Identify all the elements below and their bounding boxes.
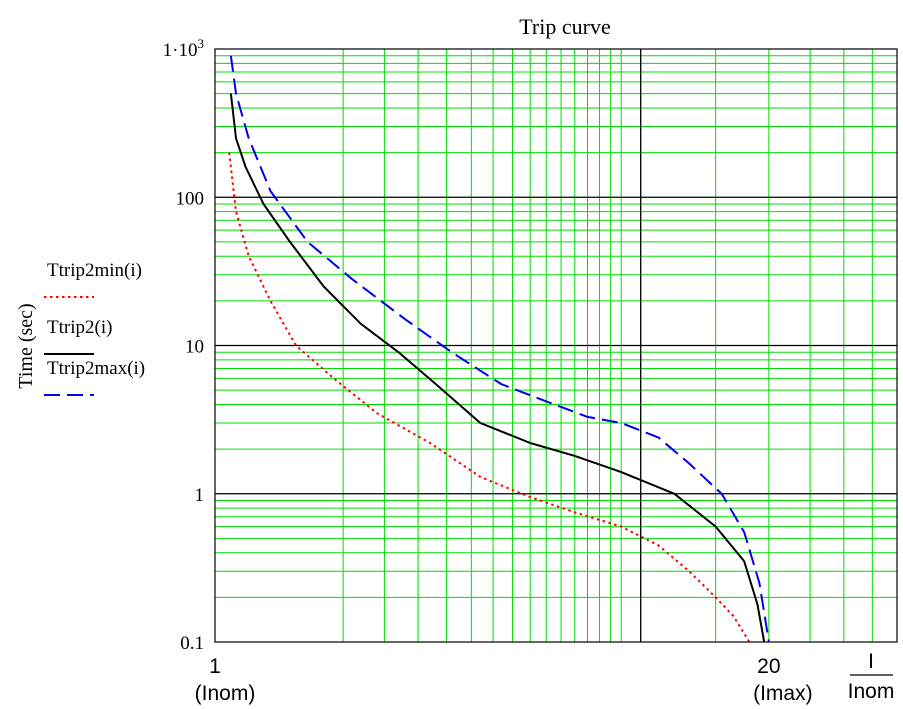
series-line-2 [229,93,766,643]
chart-title: Trip curve [519,14,610,39]
y-axis-label: Time (sec) [15,303,37,388]
series-layer [228,55,770,643]
major-grid [215,49,897,642]
y-tick-label: 100 [176,188,205,209]
y-tick-label: 0.1 [180,633,204,654]
y-tick-label-base: 1·10 [163,40,198,61]
y-tick-label: 1·103 [163,36,204,61]
y-tick-labels: 0.1 1 10 100 1·103 [163,36,204,654]
x-axis-label-denominator: Inom [848,680,895,703]
legend-label-1: Ttrip2min(i) [47,260,142,281]
x-tick-label: 1 [209,655,221,678]
plot-frame [214,48,898,643]
x-tick-labels: 1 (Inom) 20 (Imax) [195,655,813,705]
y-tick-label: 1 [195,485,205,506]
x-axis-unit-label: I Inom [848,650,895,703]
x-tick-label: 20 [757,655,780,678]
legend: Ttrip2min(i) Ttrip2(i) Ttrip2max(i) [44,260,145,396]
legend-label-3: Ttrip2max(i) [47,358,145,379]
y-tick-label-exponent: 3 [198,36,205,51]
series-line-1 [228,152,751,643]
legend-label-2: Ttrip2(i) [47,317,112,338]
series-line-3 [229,55,770,643]
x-axis-label-numerator: I [868,650,874,673]
x-tick-sublabel: (Inom) [195,682,256,705]
y-tick-label: 10 [185,337,204,358]
x-tick-sublabel: (Imax) [753,682,813,705]
